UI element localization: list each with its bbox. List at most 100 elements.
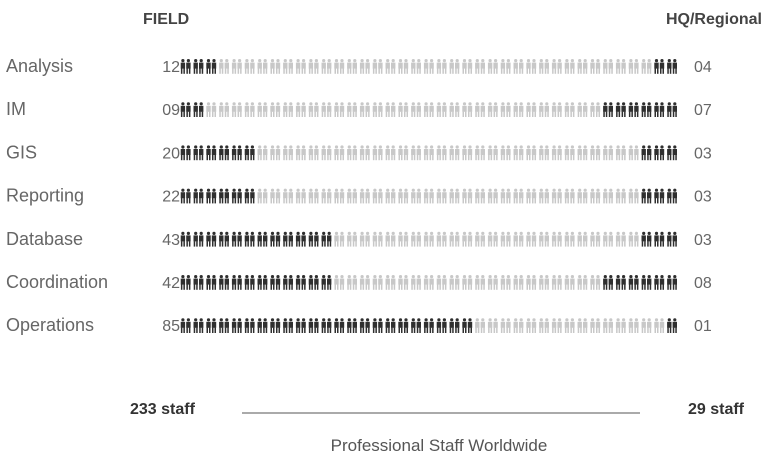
empty-person-icon — [391, 231, 396, 247]
hq-person-icon — [641, 275, 646, 290]
field-person-icon — [403, 318, 409, 333]
empty-person-icon — [436, 102, 442, 117]
empty-person-icon — [577, 59, 582, 74]
empty-person-icon — [506, 145, 511, 161]
empty-person-icon — [436, 275, 442, 290]
empty-person-icon — [564, 59, 570, 74]
hq-person-icon — [667, 145, 672, 161]
empty-person-icon — [359, 145, 365, 161]
field-person-icon — [231, 231, 237, 247]
empty-person-icon — [423, 231, 429, 247]
empty-person-icon — [352, 145, 357, 161]
row-gis: GIS 20 03 — [6, 142, 712, 162]
field-person-icon — [206, 231, 211, 247]
empty-person-icon — [442, 145, 447, 161]
field-person-icon — [270, 231, 275, 247]
empty-person-icon — [378, 275, 383, 290]
field-person-icon — [327, 231, 332, 247]
empty-person-icon — [506, 102, 511, 117]
row-database: Database 43 03 — [6, 229, 712, 249]
empty-person-icon — [608, 231, 613, 247]
empty-person-icon — [257, 102, 262, 117]
empty-person-icon — [590, 188, 595, 204]
empty-person-icon — [334, 275, 339, 290]
field-person-icon — [455, 318, 460, 333]
empty-person-icon — [391, 275, 396, 290]
empty-person-icon — [436, 59, 442, 74]
hq-person-icon — [647, 231, 652, 247]
empty-person-icon — [385, 102, 390, 117]
empty-person-icon — [467, 59, 473, 74]
field-person-icon — [288, 231, 293, 247]
hq-count-label: 07 — [694, 102, 712, 119]
empty-person-icon — [378, 59, 383, 74]
empty-person-icon — [244, 59, 250, 74]
field-person-icon — [186, 59, 191, 74]
empty-person-icon — [500, 318, 506, 333]
field-person-icon — [244, 275, 250, 290]
empty-person-icon — [314, 59, 319, 74]
empty-person-icon — [513, 145, 518, 161]
empty-person-icon — [621, 188, 626, 204]
empty-person-icon — [391, 59, 396, 74]
hq-count-label: 04 — [694, 59, 712, 76]
empty-person-icon — [500, 102, 506, 117]
hq-person-icon — [654, 59, 659, 74]
empty-person-icon — [493, 188, 498, 204]
category-label: Database — [6, 229, 83, 249]
field-person-icon — [263, 318, 268, 333]
empty-person-icon — [531, 59, 537, 74]
empty-person-icon — [467, 275, 473, 290]
field-person-icon — [295, 318, 301, 333]
empty-person-icon — [359, 275, 365, 290]
empty-person-icon — [475, 145, 480, 161]
empty-person-icon — [257, 59, 262, 74]
empty-person-icon — [628, 59, 634, 74]
empty-person-icon — [314, 145, 319, 161]
empty-person-icon — [219, 59, 224, 74]
empty-person-icon — [378, 231, 383, 247]
hq-person-icon — [667, 188, 672, 204]
empty-person-icon — [250, 102, 255, 117]
field-person-icon — [211, 59, 217, 74]
field-person-icon — [385, 318, 390, 333]
field-person-icon — [199, 188, 204, 204]
empty-person-icon — [500, 275, 506, 290]
empty-person-icon — [334, 59, 339, 74]
empty-person-icon — [455, 231, 460, 247]
empty-person-icon — [365, 145, 370, 161]
row-coordination: Coordination 42 08 — [6, 272, 712, 292]
empty-person-icon — [372, 145, 378, 161]
hq-person-icon — [647, 275, 652, 290]
empty-person-icon — [519, 318, 524, 333]
empty-person-icon — [467, 231, 473, 247]
empty-person-icon — [493, 59, 498, 74]
empty-person-icon — [595, 59, 601, 74]
hq-person-icon — [615, 102, 621, 117]
category-label: Coordination — [6, 272, 108, 292]
field-person-icon — [391, 318, 396, 333]
empty-person-icon — [539, 231, 544, 247]
hq-total: 29 staff — [688, 401, 745, 418]
empty-person-icon — [455, 145, 460, 161]
field-person-icon — [231, 318, 237, 333]
empty-person-icon — [429, 275, 434, 290]
empty-person-icon — [493, 145, 498, 161]
empty-person-icon — [595, 102, 601, 117]
field-person-icon — [193, 145, 198, 161]
field-person-icon — [301, 231, 306, 247]
hq-person-icon — [659, 275, 665, 290]
category-label: GIS — [6, 142, 37, 162]
empty-person-icon — [590, 145, 595, 161]
empty-person-icon — [480, 59, 485, 74]
empty-person-icon — [551, 188, 557, 204]
empty-person-icon — [493, 275, 498, 290]
field-person-icon — [270, 318, 275, 333]
field-person-icon — [224, 231, 229, 247]
hq-person-icon — [641, 102, 646, 117]
empty-person-icon — [347, 231, 352, 247]
empty-person-icon — [339, 275, 345, 290]
empty-person-icon — [519, 59, 524, 74]
empty-person-icon — [372, 188, 378, 204]
hq-person-icon — [659, 59, 665, 74]
